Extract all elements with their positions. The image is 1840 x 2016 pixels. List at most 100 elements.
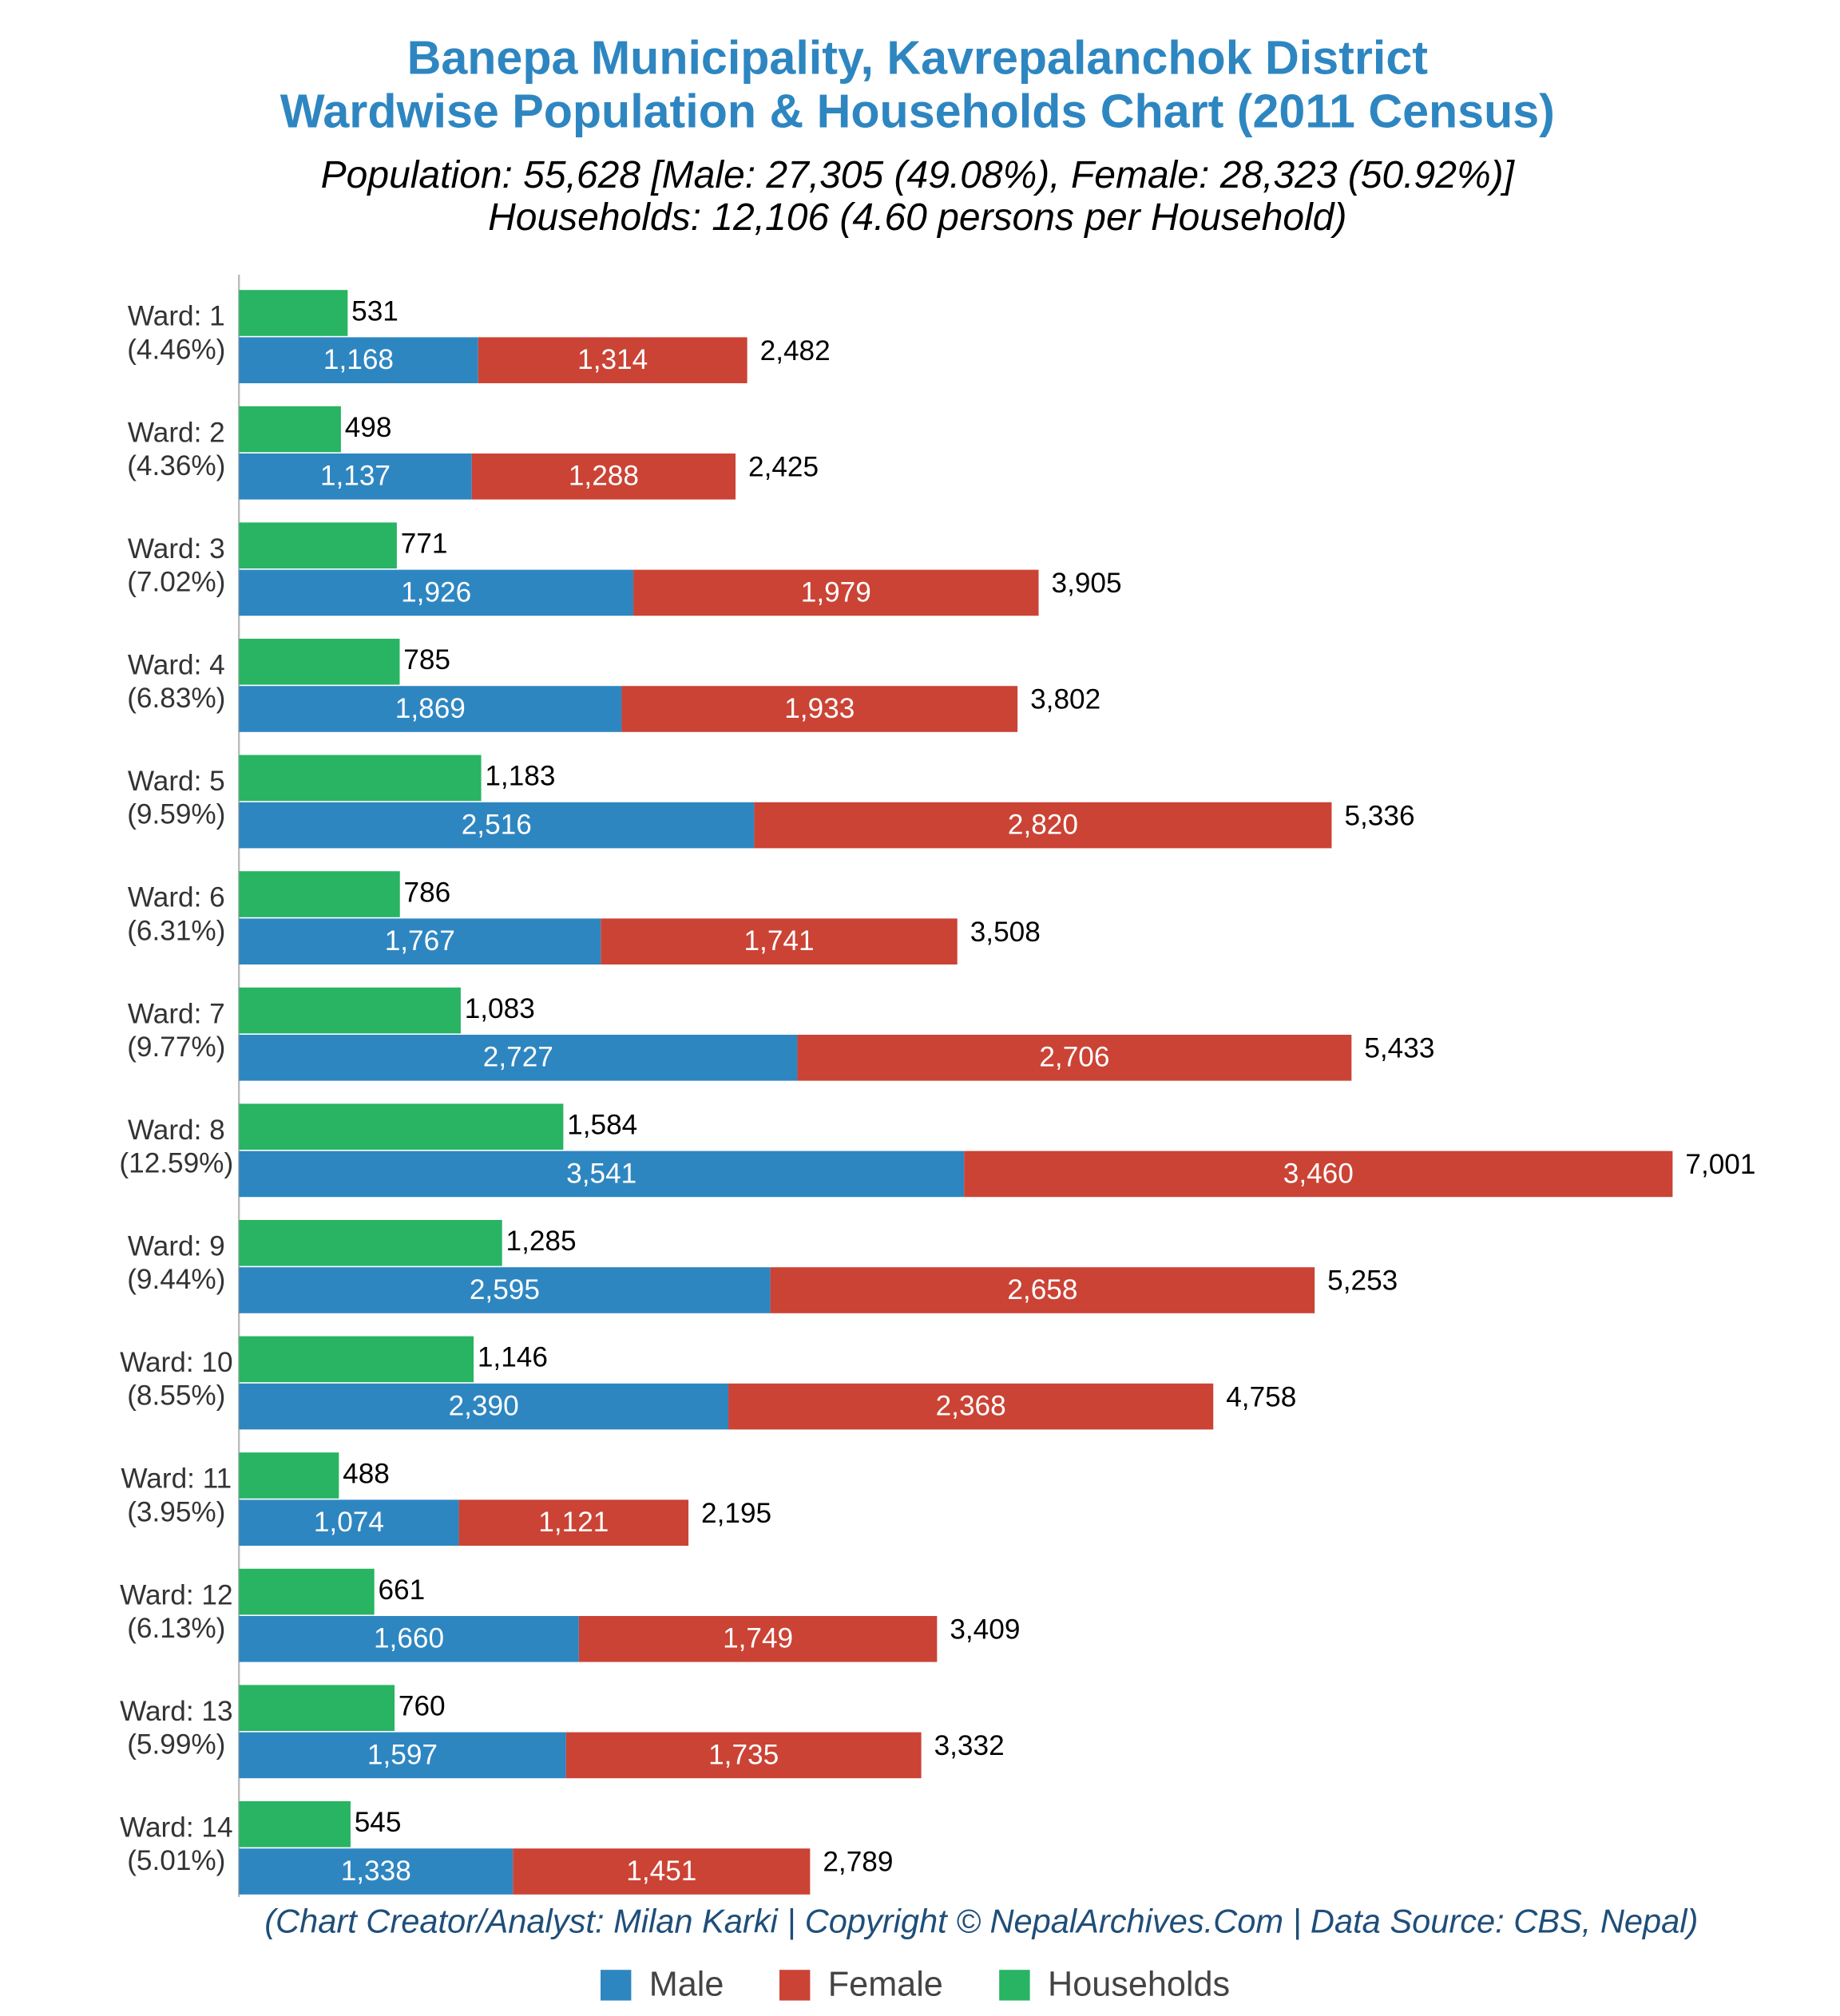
data-label: 1,146 — [478, 1342, 548, 1373]
total-label: 2,482 — [760, 335, 831, 366]
bar — [471, 454, 736, 500]
y-tick-label: Ward: 7 — [128, 998, 225, 1029]
bar — [239, 1452, 339, 1499]
y-tick-label: Ward: 13 — [120, 1696, 232, 1727]
bar — [601, 918, 958, 964]
y-tick-label: (12.59%) — [119, 1147, 233, 1178]
bar — [239, 802, 755, 849]
y-tick-label: (9.59%) — [127, 799, 225, 830]
bar — [964, 1151, 1673, 1198]
bar — [239, 1732, 566, 1779]
bar — [239, 755, 482, 802]
data-label: 3,460 — [1283, 1158, 1354, 1189]
data-label: 1,451 — [626, 1856, 696, 1887]
y-tick-label: (6.13%) — [127, 1613, 225, 1644]
data-label: 1,767 — [385, 925, 455, 957]
data-label: 1,338 — [341, 1856, 411, 1887]
bar — [239, 569, 634, 616]
data-label: 1,597 — [367, 1739, 438, 1770]
y-tick-label: Ward: 5 — [128, 766, 225, 797]
data-label: 2,516 — [462, 809, 532, 840]
bar — [728, 1383, 1214, 1430]
legend-label: Female — [828, 1965, 943, 2003]
legend-label: Male — [649, 1965, 724, 2003]
bar — [633, 569, 1039, 616]
bar — [239, 1103, 564, 1150]
bar — [239, 1568, 375, 1615]
data-label: 661 — [378, 1574, 425, 1606]
data-label: 1,584 — [567, 1109, 637, 1140]
bar — [239, 686, 622, 732]
y-tick-label: (6.83%) — [127, 683, 225, 714]
data-label: 2,727 — [483, 1042, 553, 1073]
bar — [239, 522, 397, 568]
bar — [239, 639, 400, 685]
chart-title: Wardwise Population & Households Chart (… — [280, 85, 1555, 138]
chart-subtitle: Population: 55,628 [Male: 27,305 (49.08%… — [321, 154, 1516, 196]
y-tick-label: Ward: 10 — [120, 1347, 232, 1378]
data-label: 2,368 — [936, 1390, 1006, 1421]
data-label: 2,595 — [470, 1274, 540, 1305]
data-label: 1,660 — [374, 1623, 444, 1654]
total-label: 2,425 — [748, 451, 819, 482]
bar — [239, 1801, 351, 1848]
data-label: 3,541 — [566, 1158, 636, 1189]
bar — [239, 1336, 474, 1383]
total-label: 3,332 — [934, 1730, 1005, 1761]
y-tick-label: Ward: 8 — [128, 1115, 225, 1146]
bar — [770, 1267, 1315, 1313]
total-label: 5,253 — [1327, 1265, 1398, 1297]
y-tick-label: (3.95%) — [127, 1496, 225, 1527]
bar — [754, 802, 1332, 849]
legend-swatch — [779, 1970, 811, 2001]
bar — [239, 1151, 965, 1198]
bar — [239, 290, 348, 336]
bar — [458, 1499, 689, 1546]
bar — [797, 1035, 1352, 1081]
y-tick-label: Ward: 2 — [128, 417, 225, 448]
y-tick-label: Ward: 3 — [128, 533, 225, 564]
bar — [578, 1616, 938, 1662]
bar — [621, 686, 1018, 732]
y-tick-label: (8.55%) — [127, 1380, 225, 1412]
data-label: 785 — [403, 644, 450, 675]
y-tick-label: Ward: 6 — [128, 882, 225, 913]
data-label: 1,749 — [723, 1623, 793, 1654]
chart-title: Banepa Municipality, Kavrepalanchok Dist… — [407, 30, 1428, 84]
y-tick-label: (4.36%) — [127, 450, 225, 481]
legend-label: Households — [1048, 1965, 1230, 2003]
y-tick-label: Ward: 12 — [120, 1579, 232, 1610]
bar — [239, 1220, 502, 1266]
data-label: 1,314 — [577, 344, 648, 375]
data-label: 1,735 — [708, 1739, 779, 1770]
y-tick-label: (7.02%) — [127, 566, 225, 597]
total-label: 2,789 — [823, 1847, 893, 1878]
chart-subtitle: Households: 12,106 (4.60 persons per Hou… — [488, 196, 1346, 239]
bar — [239, 1267, 771, 1313]
data-label: 498 — [345, 412, 392, 443]
bar — [239, 1685, 395, 1731]
data-label: 1,979 — [801, 576, 871, 608]
y-tick-label: (5.99%) — [127, 1729, 225, 1760]
legend-swatch — [601, 1970, 632, 2001]
data-label: 1,285 — [506, 1226, 577, 1257]
bar — [513, 1848, 811, 1895]
y-tick-label: Ward: 11 — [121, 1463, 232, 1495]
y-tick-label: (9.44%) — [127, 1264, 225, 1295]
total-label: 3,802 — [1030, 684, 1100, 715]
data-label: 2,820 — [1008, 809, 1078, 840]
bar — [239, 1848, 514, 1895]
bar — [239, 1383, 729, 1430]
y-tick-label: Ward: 1 — [128, 301, 225, 332]
data-label: 1,933 — [784, 693, 855, 724]
data-label: 1,121 — [538, 1507, 609, 1538]
data-label: 786 — [404, 877, 451, 908]
data-label: 1,168 — [323, 344, 394, 375]
data-label: 531 — [351, 295, 399, 327]
y-tick-label: Ward: 9 — [128, 1230, 225, 1261]
data-label: 545 — [355, 1807, 402, 1838]
data-label: 2,658 — [1007, 1274, 1077, 1305]
bar — [239, 1616, 579, 1662]
y-tick-label: (6.31%) — [127, 915, 225, 946]
bar — [239, 871, 400, 917]
